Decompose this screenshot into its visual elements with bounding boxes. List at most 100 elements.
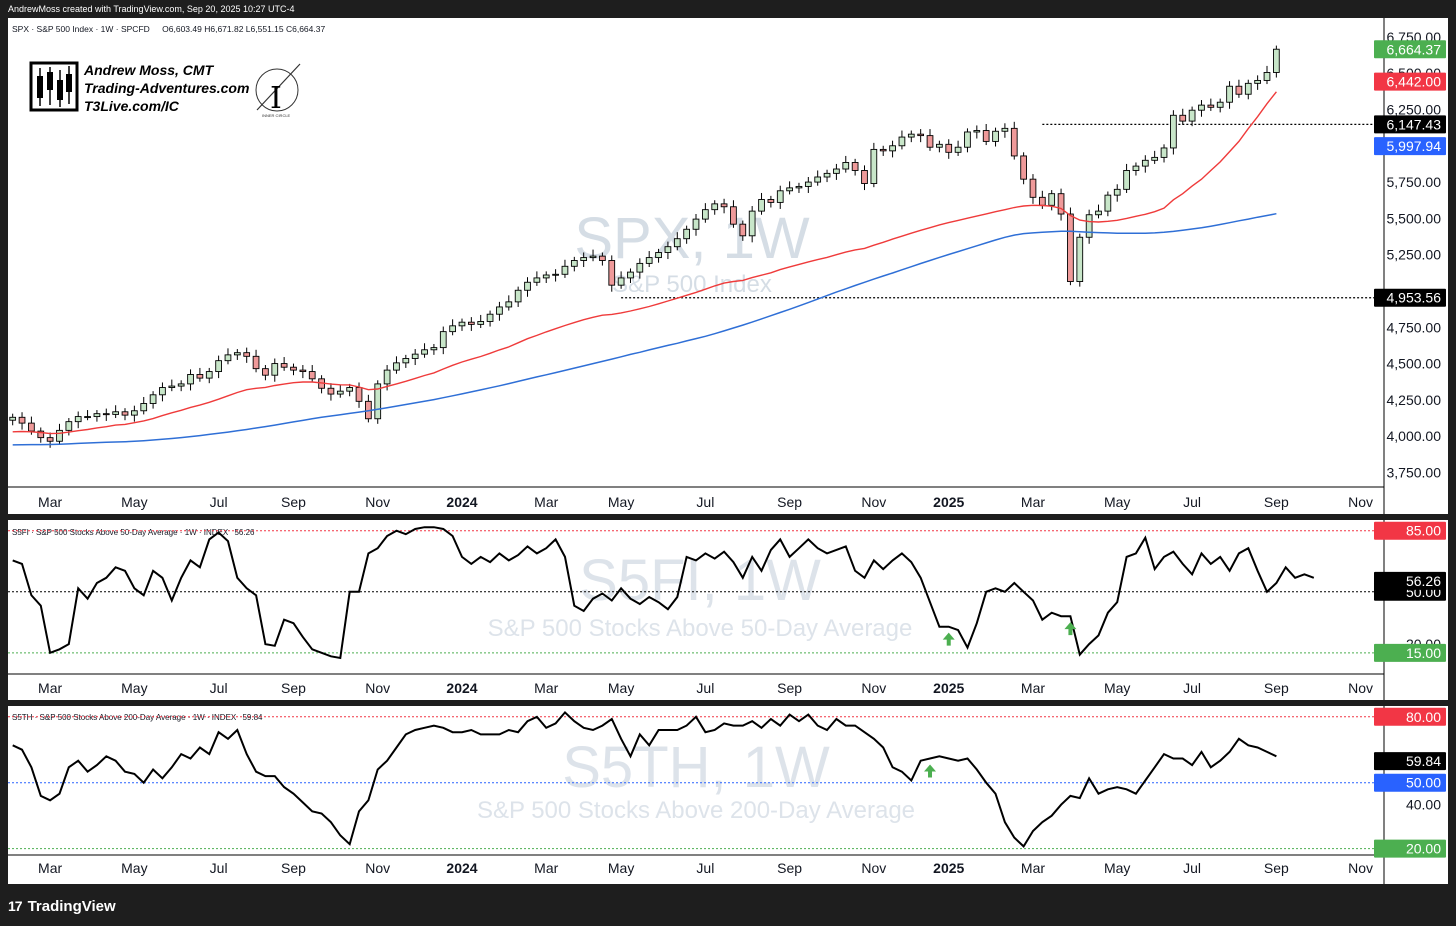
price-axis-label: 6,147.43 (1387, 116, 1442, 132)
s5th-pane-bg[interactable] (8, 706, 1448, 884)
price-chart[interactable]: 6,750.006,500.006,250.005,750.005,500.00… (9, 29, 1446, 510)
candle-body (421, 349, 428, 355)
up-arrow-icon (942, 632, 955, 646)
candle-body (1057, 193, 1065, 215)
candle-body (430, 347, 438, 351)
s5th-x-tick: May (608, 860, 634, 876)
candle-body (645, 257, 653, 264)
candle-body (795, 185, 803, 189)
s5th-x-tick: May (1104, 860, 1130, 876)
candle-body (74, 416, 82, 423)
candle-body (299, 369, 307, 373)
candle-body (252, 355, 260, 370)
s5th-x-tick: Nov (365, 860, 390, 876)
s5fi-x-tick: 2024 (446, 680, 477, 696)
candle-body (655, 252, 662, 259)
s5th-legend[interactable]: S5TH · S&P 500 Stocks Above 200-Day Aver… (12, 713, 263, 722)
candle-body (1020, 155, 1027, 180)
branding-logo (29, 61, 79, 112)
author-site: Trading-Adventures.com (84, 80, 249, 96)
s5fi-legend-text: S5FI · S&P 500 Stocks Above 50-Day Avera… (12, 528, 229, 537)
candle-body (467, 321, 475, 325)
candle-body (758, 199, 765, 212)
price-y-tick: 4,750.00 (1387, 319, 1442, 335)
candle-body (383, 369, 391, 385)
price-axis-label-bg (1374, 137, 1446, 156)
candle-body (973, 130, 981, 133)
s5th-level-label-bg (1374, 707, 1446, 726)
s5th-x-tick: Sep (281, 860, 306, 876)
s5th-legend-text: S5TH · S&P 500 Stocks Above 200-Day Aver… (12, 713, 237, 722)
candle-body (449, 325, 456, 333)
s5th-level-label: 20.00 (1406, 841, 1441, 857)
price-axis-label-bg (1374, 115, 1446, 134)
candle-body (1001, 127, 1009, 132)
s5th-x-tick: 2024 (446, 860, 477, 876)
candle-body (9, 416, 17, 421)
tradingview-logo-icon: 17 (8, 898, 23, 914)
sma-50w-line (12, 212, 1277, 446)
candle-body (599, 255, 606, 261)
s5fi-last-value-label: 56.26 (1406, 573, 1441, 589)
candle-body (898, 136, 906, 147)
s5fi-legend[interactable]: S5FI · S&P 500 Stocks Above 50-Day Avera… (12, 528, 255, 537)
s5fi-x-tick: 2025 (933, 680, 964, 696)
s5fi-x-tick: Sep (777, 680, 802, 696)
s5fi-level-label: 15.00 (1406, 645, 1441, 661)
symbol-line: SPX · S&P 500 Index · 1W · SPCFD (12, 24, 150, 34)
price-x-tick: Nov (1348, 494, 1373, 510)
candle-body (280, 363, 288, 368)
s5fi-last-value-label-bg (1374, 571, 1446, 590)
s5fi-level-label: 85.00 (1406, 523, 1441, 539)
price-x-tick: Nov (861, 494, 886, 510)
s5th-legend-value: 59.84 (242, 713, 263, 722)
s5fi-x-tick: Mar (1021, 680, 1045, 696)
tradingview-footer[interactable]: 17 TradingView (8, 894, 116, 918)
price-y-tick: 4,500.00 (1387, 356, 1442, 372)
candle-body (56, 429, 63, 442)
candle-body (692, 218, 700, 230)
candle-body (833, 168, 840, 174)
s5th-last-value-label-bg (1374, 752, 1446, 771)
price-x-tick: Mar (38, 494, 62, 510)
s5th-x-tick: 2025 (933, 860, 964, 876)
s5fi-x-tick: Jul (1183, 680, 1201, 696)
candle-body (1123, 170, 1130, 190)
s5th-x-tick: Nov (1348, 860, 1373, 876)
s5fi-level-label-bg (1374, 643, 1446, 662)
candle-body (1076, 236, 1084, 282)
candle-body (411, 353, 419, 359)
candle-body (477, 321, 485, 325)
s5fi-chart[interactable]: 20.00MarMayJulSepNov2024MarMayJulSepNov2… (8, 521, 1446, 696)
s5fi-level-label-bg (1374, 521, 1446, 540)
s5th-x-tick: May (121, 860, 147, 876)
candle-body (1179, 114, 1187, 122)
s5fi-line (12, 526, 1315, 660)
candle-body (730, 206, 737, 225)
s5fi-pane-bg[interactable] (8, 520, 1448, 700)
candle-body (1170, 114, 1177, 149)
tradingview-brand: TradingView (27, 897, 116, 915)
price-y-tick: 5,500.00 (1387, 210, 1442, 226)
candle-body (37, 430, 45, 439)
s5th-chart[interactable]: 40.00 Mar May Jul Sep Nov 2024 Mar May Jul Sep Nov 2… (8, 707, 1446, 876)
price-x-tick: Sep (1264, 494, 1289, 510)
price-axis-label: 6,442.00 (1387, 74, 1442, 90)
s5fi-x-tick: Mar (534, 680, 558, 696)
candle-body (393, 362, 400, 371)
price-x-tick: Sep (281, 494, 306, 510)
s5th-watermark-subtitle: S&P 500 Stocks Above 200-Day Average (477, 797, 915, 824)
price-pane-bg[interactable] (8, 18, 1448, 514)
candle-body (65, 421, 73, 431)
candle-body (1029, 178, 1037, 198)
price-x-tick: Jul (696, 494, 714, 510)
s5fi-x-tick: May (608, 680, 634, 696)
candle-body (533, 277, 541, 283)
candle-body (205, 371, 213, 379)
symbol-legend[interactable]: SPX · S&P 500 Index · 1W · SPCFD O6,603.… (12, 24, 325, 34)
candle-body (233, 352, 241, 356)
candle-body (776, 190, 784, 203)
candle-body (1104, 194, 1112, 212)
price-x-tick: 2025 (933, 494, 964, 510)
